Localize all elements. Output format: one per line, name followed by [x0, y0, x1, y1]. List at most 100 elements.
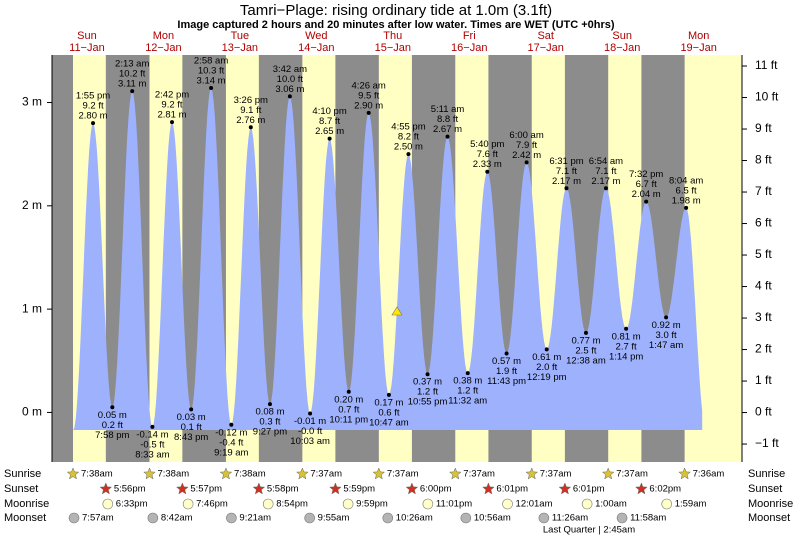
y-tick-label: 2 m — [22, 198, 42, 212]
tide-label: 2.67 m — [433, 124, 462, 135]
tide-label: 0.1 ft — [181, 422, 202, 433]
moonrise-time: 9:59pm — [356, 499, 388, 510]
tide-label: 7.1 ft — [556, 166, 577, 177]
tide-label: 8:43 pm — [174, 432, 208, 443]
tide-label: 8:04 am — [669, 175, 703, 186]
moonrise-icon — [342, 498, 354, 510]
tide-label: 3.11 m — [118, 79, 146, 90]
moonrise-time: 1:00am — [595, 499, 627, 510]
sunrise-icon — [525, 467, 539, 480]
tide-label: 0.37 m — [413, 377, 442, 388]
tide-label: 10.3 ft — [198, 66, 225, 77]
tide-label: 3:26 pm — [234, 95, 268, 106]
sunrise-time: 7:37am — [387, 469, 419, 480]
sunrise-icon — [143, 467, 156, 480]
row-label: Sunrise — [4, 468, 41, 480]
tide-label: 7:32 pm — [629, 169, 663, 180]
tide-label: 0.05 m — [98, 410, 127, 421]
y-tick-label: 1 m — [22, 301, 42, 315]
moonset-icon — [226, 512, 237, 524]
tide-label: 8.7 ft — [319, 116, 340, 127]
tide-label: 2.76 m — [236, 115, 265, 126]
sunset-time: 6:01pm — [573, 484, 605, 495]
sunset-icon — [558, 482, 572, 495]
y2-tick-label: 6 ft — [755, 216, 772, 230]
sunrise-icon — [66, 467, 80, 480]
tide-label: 0.7 ft — [338, 404, 359, 415]
day-date: 15−Jan — [375, 42, 411, 54]
low-tide-dot — [346, 389, 351, 394]
moonset-time: 11:58am — [630, 513, 666, 524]
low-tide-dot — [465, 371, 470, 376]
tide-area — [73, 88, 703, 430]
sunset-icon — [482, 482, 495, 495]
tide-label: 1:47 am — [649, 340, 683, 351]
tide-label: -0.14 m — [136, 429, 168, 440]
moonset-icon — [147, 512, 159, 524]
day-name: Tue — [231, 30, 250, 42]
high-tide-dot — [524, 160, 529, 165]
tide-label: 9.5 ft — [358, 90, 379, 101]
tide-label: 3.0 ft — [656, 330, 677, 341]
high-tide-dot — [169, 120, 174, 125]
low-tide-dot — [189, 407, 194, 412]
low-tide-dot — [308, 411, 313, 416]
low-tide-dot — [110, 405, 115, 410]
moonrise-time: 7:46pm — [196, 499, 228, 510]
moonrise-icon — [661, 498, 673, 510]
tide-label: 9.2 ft — [161, 100, 182, 111]
day-date: 11−Jan — [69, 42, 105, 54]
tide-label: 0.92 m — [652, 320, 681, 331]
sunrise-icon — [678, 467, 691, 480]
y2-tick-label: 11 ft — [755, 58, 778, 72]
sunrise-time: 7:36am — [693, 469, 725, 480]
tide-label: 2.5 ft — [575, 345, 596, 356]
low-tide-dot — [664, 315, 669, 320]
tide-label: 2.81 m — [157, 110, 186, 121]
tide-label: 7:58 pm — [95, 430, 129, 441]
tide-label: 10:55 pm — [408, 397, 448, 408]
moonset-icon — [304, 512, 315, 524]
tide-label: 2.90 m — [354, 100, 383, 111]
tide-label: 2.0 ft — [536, 362, 557, 373]
moonset-time: 9:55am — [318, 513, 350, 524]
high-tide-dot — [287, 94, 292, 99]
row-label: Sunset — [4, 483, 38, 495]
row-label: Moonset — [748, 512, 790, 524]
sunrise-time: 7:37am — [616, 469, 648, 480]
tide-label: 6:00 am — [509, 130, 543, 141]
low-tide-dot — [229, 422, 234, 427]
high-tide-dot — [327, 136, 332, 141]
tide-label: 6:31 pm — [549, 156, 583, 167]
row-label: Moonset — [4, 512, 46, 524]
moonset-icon — [68, 512, 80, 524]
sunset-time: 6:02pm — [649, 484, 681, 495]
sunset-time: 6:01pm — [496, 484, 528, 495]
y2-tick-label: 1 ft — [755, 373, 772, 387]
moonrise-icon — [581, 498, 593, 510]
tide-label: -0.01 m — [294, 416, 326, 427]
tide-label: -0.12 m — [215, 427, 247, 438]
moonset-time: 10:56am — [474, 513, 511, 524]
sunset-time: 5:58pm — [267, 484, 299, 495]
tide-label: 0.20 m — [334, 394, 363, 405]
moonrise-icon — [102, 498, 114, 510]
moonset-icon — [382, 512, 394, 524]
high-tide-dot — [248, 125, 253, 130]
sunset-icon — [252, 482, 266, 495]
high-tide-dot — [603, 186, 608, 191]
sunset-icon — [99, 482, 113, 495]
tide-label: 9:27 pm — [253, 427, 287, 438]
tide-label: 0.08 m — [255, 407, 284, 418]
row-label: Moonrise — [748, 498, 793, 510]
moonrise-time: 8:54pm — [276, 499, 308, 510]
moonset-icon — [538, 512, 550, 524]
sunrise-icon — [296, 467, 309, 480]
tide-label: -0.5 ft — [140, 439, 165, 450]
tide-label: 2.7 ft — [616, 341, 637, 352]
moonset-time: 10:26am — [396, 513, 433, 524]
tide-label: 0.81 m — [612, 331, 641, 342]
tide-label: 0.61 m — [532, 352, 561, 363]
day-date: 12−Jan — [145, 42, 181, 54]
